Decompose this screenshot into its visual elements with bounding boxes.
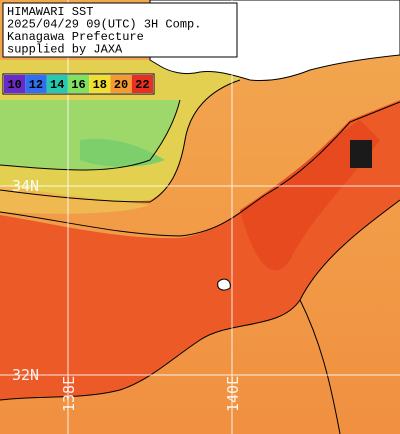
latitude-label: 34N xyxy=(12,177,39,195)
mid-water xyxy=(0,185,150,214)
longitude-label: 140E xyxy=(224,376,242,412)
header-line: 2025/04/29 09(UTC) 3H Comp. xyxy=(7,18,201,32)
legend-label: 12 xyxy=(29,78,43,92)
header-line: Kanagawa Prefecture xyxy=(7,30,144,44)
legend-swatch xyxy=(89,75,111,93)
legend-label: 20 xyxy=(114,78,128,92)
legend-label: 16 xyxy=(71,78,85,92)
legend-swatch xyxy=(4,75,26,93)
header-line: supplied by JAXA xyxy=(7,43,123,57)
legend-label: 10 xyxy=(7,78,21,92)
legend-swatch xyxy=(25,75,47,93)
warm-water xyxy=(240,120,380,271)
longitude-label: 138E xyxy=(60,376,78,412)
legend-swatch xyxy=(110,75,132,93)
cool-water xyxy=(80,138,165,167)
header-line: HIMAWARI SST xyxy=(7,5,93,19)
legend-label: 14 xyxy=(50,78,64,92)
contours xyxy=(0,79,400,434)
header-box xyxy=(2,2,238,58)
legend-label: 18 xyxy=(93,78,107,92)
island xyxy=(217,278,231,291)
cloud-mask xyxy=(350,140,372,168)
legend-swatch xyxy=(67,75,90,93)
legend-swatch xyxy=(131,75,153,93)
latitude-label: 32N xyxy=(12,366,39,384)
legend-swatch xyxy=(46,75,68,93)
legend: 10 12 14 16 18 20 22 xyxy=(4,75,153,93)
legend-label: 22 xyxy=(135,78,149,92)
